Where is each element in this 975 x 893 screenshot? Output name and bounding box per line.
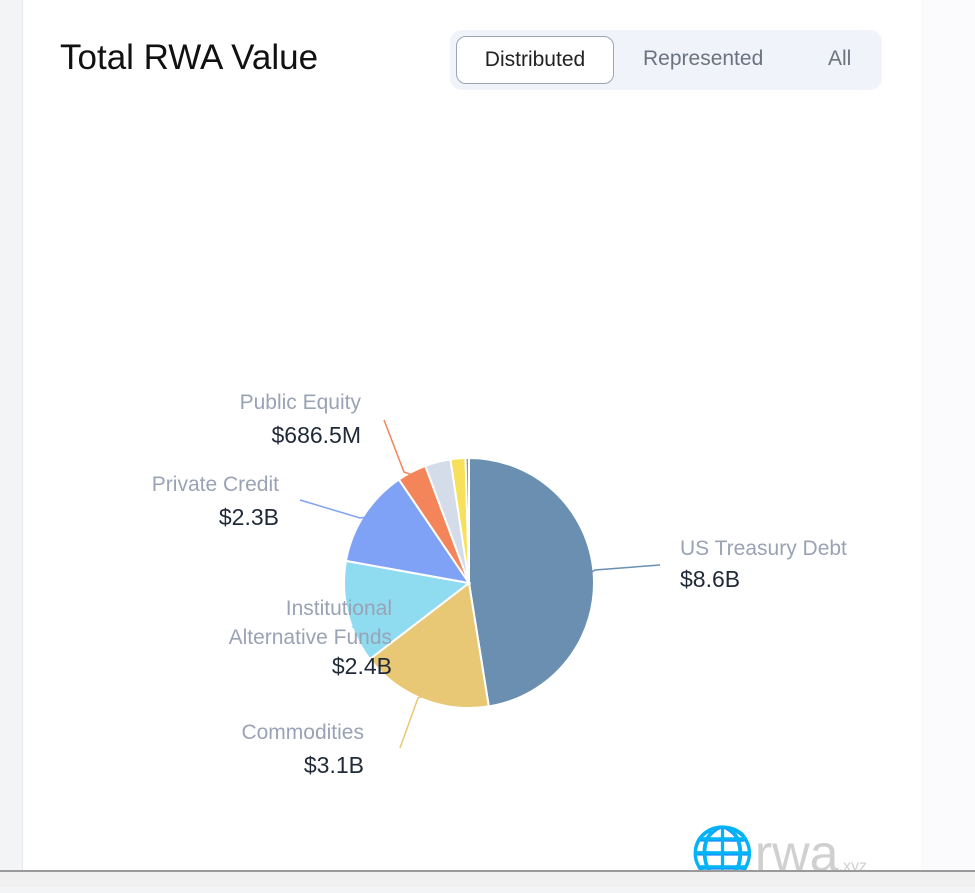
pie-slice-commodities[interactable] <box>368 581 490 709</box>
value-private-credit: $2.3B <box>218 504 279 530</box>
chart-card <box>22 0 922 870</box>
pie-slice-private-credit[interactable] <box>344 478 472 585</box>
tab-represented[interactable]: Represented <box>643 47 764 70</box>
leader-line <box>399 694 425 749</box>
leader-line <box>299 499 368 519</box>
label-private-credit: Private Credit <box>151 473 279 496</box>
leader-line <box>589 564 661 575</box>
side-panel <box>921 0 975 870</box>
pie-slice-institutional-alternative-funds[interactable] <box>343 559 472 661</box>
bottom-bar <box>0 870 975 887</box>
value-commodities: $3.1B <box>303 752 364 778</box>
value-us-treasury: $8.6B <box>680 566 741 592</box>
value-institutional-alt-funds: $2.4B <box>331 653 392 679</box>
leader-line <box>383 419 414 477</box>
label-commodities: Commodities <box>241 721 364 744</box>
label-institutional-alt-funds: Institutional Alternative Funds <box>228 597 392 649</box>
pie-slice-us-treasury-debt[interactable] <box>468 456 595 708</box>
pie-slice[interactable] <box>464 456 470 584</box>
label-public-equity: Public Equity <box>239 391 361 414</box>
label-us-treasury: US Treasury Debt <box>680 537 847 560</box>
tab-distributed[interactable]: Distributed <box>456 36 614 84</box>
tab-all[interactable]: All <box>828 47 852 70</box>
value-public-equity: $686.5M <box>271 422 361 448</box>
leader-line <box>350 611 367 628</box>
page-title: Total RWA Value <box>60 38 319 77</box>
view-toggle: Distributed Represented All <box>450 30 882 90</box>
